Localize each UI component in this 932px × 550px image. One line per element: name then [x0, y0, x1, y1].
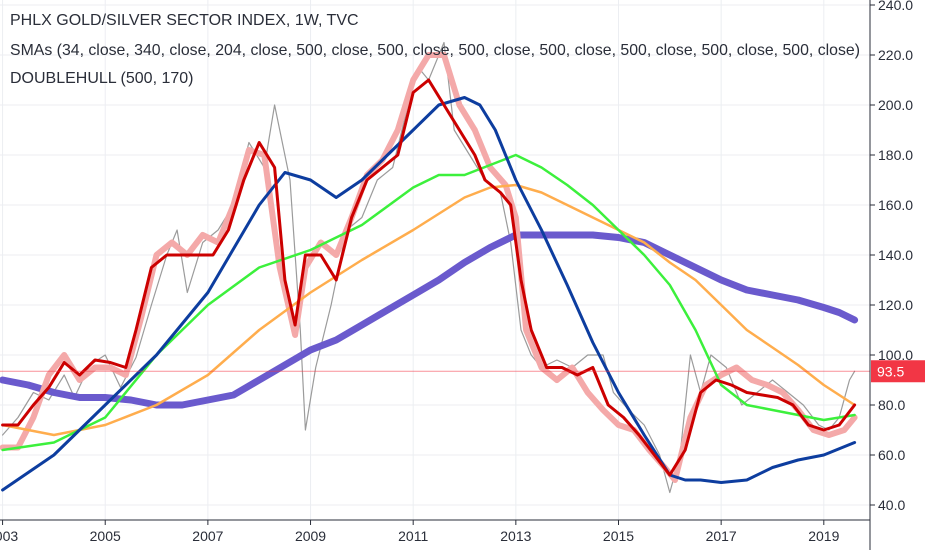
- y-tick-label: 240.0: [878, 0, 913, 13]
- series-line-sma-34: [1, 78, 857, 477]
- x-tick-label: 2015: [603, 528, 634, 544]
- y-tick-label: 200.0: [878, 97, 913, 113]
- y-tick-label: 100.0: [878, 347, 913, 363]
- x-tick-label: 2007: [192, 528, 223, 544]
- price-axis[interactable]: 40.0 60.0 80.0 100.0 120.0 140.0 160.0 180.0 200…: [870, 0, 913, 513]
- last-price-tag-box: [871, 360, 925, 383]
- x-tick-label: 2011: [398, 528, 428, 544]
- legend-doublehull: DOUBLEHULL (500, 170): [10, 70, 194, 87]
- last-price-tag: 93.5: [871, 360, 925, 383]
- series-line-hull-slow: [0, 231, 859, 409]
- y-tick-label: 160.0: [878, 197, 913, 213]
- x-tick-label: 2017: [706, 528, 737, 544]
- legend-smas: SMAs (34, close, 340, close, 204, close,…: [10, 42, 860, 59]
- series-line-hull-fast: [0, 52, 858, 483]
- legend: PHLX GOLD/SILVER SECTOR INDEX, 1W, TVC S…: [10, 12, 860, 87]
- series-line-sma-204: [1, 153, 856, 452]
- series-line-price: [1, 41, 856, 494]
- y-tick-label: 40.0: [878, 497, 905, 513]
- y-tick-label: 60.0: [878, 447, 905, 463]
- x-tick-label: 2013: [500, 528, 531, 544]
- x-tick-label: 2019: [808, 528, 839, 544]
- x-tick-label: 2003: [0, 528, 18, 544]
- last-price-tag-label: 93.5: [877, 363, 904, 379]
- y-tick-label: 180.0: [878, 147, 913, 163]
- y-tick-label: 120.0: [878, 297, 913, 313]
- legend-title: PHLX GOLD/SILVER SECTOR INDEX, 1W, TVC: [10, 12, 359, 29]
- series-layer: [0, 41, 859, 494]
- y-tick-label: 140.0: [878, 247, 913, 263]
- y-tick-label: 80.0: [878, 397, 905, 413]
- x-tick-label: 2005: [90, 528, 121, 544]
- series-line-sma-500: [1, 96, 857, 492]
- time-axis[interactable]: 2003 2005 2007 2009 2011 2013 2015 2017 2019: [0, 520, 840, 544]
- y-tick-label: 220.0: [878, 47, 913, 63]
- x-tick-label: 2009: [295, 528, 326, 544]
- series-line-sma-340: [1, 183, 856, 437]
